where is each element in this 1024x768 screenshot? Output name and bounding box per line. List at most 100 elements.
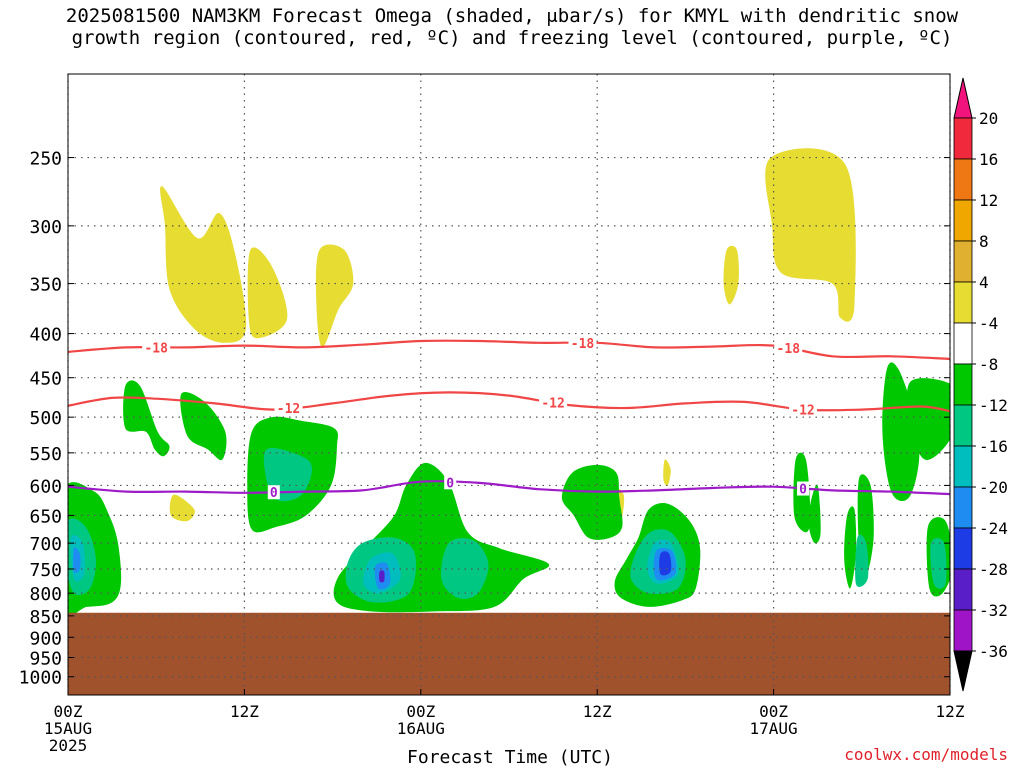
- omega-region: [379, 570, 385, 583]
- title-line-1: 2025081500 NAM3KM Forecast Omega (shaded…: [65, 5, 959, 27]
- credit-link[interactable]: coolwx.com/models: [844, 745, 1008, 764]
- y-tick-label: 250: [29, 149, 62, 170]
- y-tick-label: 550: [29, 444, 62, 465]
- contour-label: 0: [270, 486, 278, 501]
- omega-region: [659, 551, 672, 576]
- colorbar-swatch: [953, 404, 973, 447]
- x-tick-label: 00Z: [54, 702, 83, 721]
- omega-region: [169, 494, 195, 522]
- omega-region: [723, 245, 739, 305]
- y-tick-label: 350: [29, 275, 62, 296]
- contour-label: 0: [446, 476, 454, 491]
- contour-label-bg: [797, 481, 809, 496]
- contour-label: -18: [144, 341, 168, 356]
- colorbar-label: -16: [979, 437, 1008, 456]
- x-tick-label: 12Z: [936, 702, 965, 721]
- colorbar-label: 20: [979, 109, 998, 128]
- colorbar-label: 8: [979, 232, 989, 251]
- colorbar-label: -24: [979, 519, 1008, 538]
- y-tick-label: 400: [29, 325, 62, 346]
- x-tick-label: 00Z: [759, 702, 788, 721]
- colorbar-swatch: [953, 199, 973, 242]
- plot-frame: [67, 73, 951, 696]
- colorbar-swatch: [953, 486, 973, 529]
- x-tick-label: 15AUG: [44, 719, 92, 738]
- x-tick-label: 00Z: [406, 702, 435, 721]
- omega-region: [906, 378, 950, 460]
- contour-label-bg: [267, 485, 280, 500]
- contour-label-bg: [568, 335, 597, 350]
- omega-region: [315, 244, 354, 348]
- colorbar-label: 4: [979, 273, 989, 292]
- omega-region: [247, 247, 288, 339]
- colorbar-swatch: [953, 158, 973, 201]
- colorbar-label: -8: [979, 355, 998, 374]
- colorbar-swatch: [953, 609, 973, 652]
- omega-colorbar: 20 16 12 8 4 -4 -8 -12 -16 -20 -24 -28 -32 -36: [953, 77, 1008, 692]
- x-tick-label: 12Z: [230, 702, 259, 721]
- y-tick-label: 750: [29, 560, 62, 581]
- contour-line: [68, 339, 950, 360]
- below-ground-mask: [68, 612, 950, 695]
- contour-label: -12: [791, 404, 814, 419]
- colorbar-swatch: [953, 281, 973, 324]
- y-tick-label: 500: [29, 408, 62, 429]
- y-tick-label: 700: [29, 534, 62, 555]
- omega-region: [855, 534, 869, 587]
- omega-region: [882, 362, 920, 502]
- plot-border: [67, 73, 951, 696]
- x-tick-label: 12Z: [583, 702, 612, 721]
- y-tick-label: 850: [29, 607, 62, 628]
- colorbar-swatch: [953, 568, 973, 611]
- colorbar-swatch: [953, 363, 973, 406]
- contour-label: -12: [541, 397, 564, 412]
- colorbar-swatch: [953, 527, 973, 570]
- colorbar-swatch: [953, 240, 973, 283]
- contour-label-bg: [789, 402, 817, 417]
- x-axis-title: Forecast Time (UTC): [407, 747, 613, 768]
- contour-label-bg: [142, 340, 171, 355]
- colorbar-bottom-arrow: [953, 650, 973, 692]
- colorbar-swatch: [953, 117, 973, 160]
- colorbar-label: -28: [979, 560, 1008, 579]
- contour-label: -18: [777, 342, 801, 357]
- y-tick-label: 300: [29, 217, 62, 238]
- omega-shading: [68, 148, 950, 616]
- contour-line: [68, 391, 950, 413]
- y-tick-label: 600: [29, 476, 62, 497]
- omega-region: [765, 148, 856, 322]
- colorbar-label: -36: [979, 642, 1008, 661]
- omega-region: [123, 380, 170, 457]
- colorbar-label: 16: [979, 150, 998, 169]
- contour-label-bg: [274, 401, 303, 416]
- omega-region: [844, 506, 857, 589]
- colorbar-label: -32: [979, 601, 1008, 620]
- y-tick-label: 1000: [19, 668, 62, 689]
- temperature-contours: -18 -18 -18 -12 -12 -12 0 0 0: [68, 335, 950, 501]
- contour-label: -18: [571, 337, 595, 352]
- colorbar-label: -12: [979, 396, 1008, 415]
- y-tick-label: 450: [29, 369, 62, 390]
- contour-label-bg: [539, 395, 568, 410]
- omega-region: [561, 464, 623, 540]
- colorbar-label: -20: [979, 478, 1008, 497]
- x-tick-label: 16AUG: [397, 719, 445, 738]
- contour-label: 0: [799, 483, 807, 498]
- grid-lines: [67, 74, 951, 695]
- y-tick-label: 800: [29, 584, 62, 605]
- x-tick-label: 2025: [49, 736, 88, 755]
- colorbar-top-arrow: [953, 77, 973, 119]
- omega-region: [180, 391, 227, 461]
- omega-region: [930, 538, 947, 589]
- contour-label-bg: [774, 341, 803, 356]
- y-tick-label: 650: [29, 506, 62, 527]
- y-tick-label: 950: [29, 649, 62, 670]
- ground-fill: [68, 612, 950, 695]
- colorbar-swatch: [953, 322, 973, 365]
- omega-region: [73, 547, 81, 574]
- y-tick-label: 900: [29, 628, 62, 649]
- contour-label: -12: [277, 402, 300, 417]
- contour-label-bg: [444, 475, 457, 490]
